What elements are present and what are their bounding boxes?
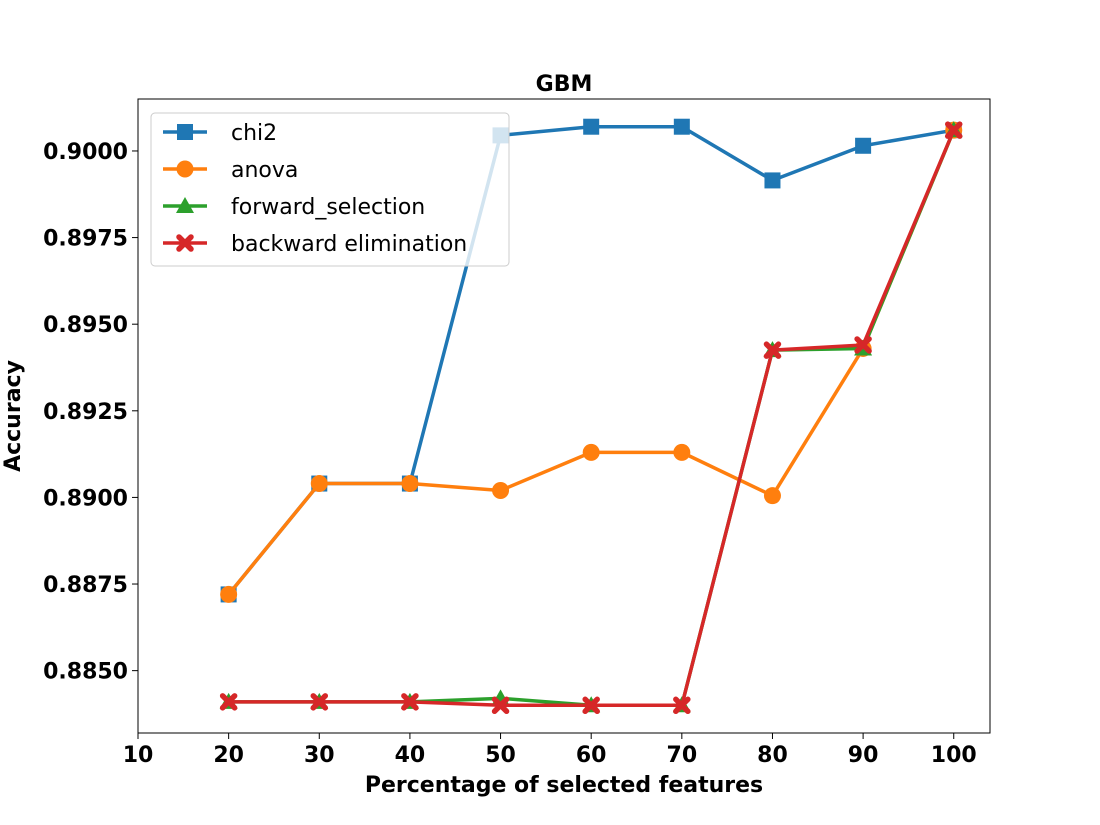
y-tick-label: 0.8925: [43, 400, 128, 425]
data-point: [763, 341, 782, 359]
y-axis: 0.8850 0.8875 0.8900 0.8925 0.8950 0.8975 0.90…: [43, 140, 138, 685]
legend-label: anova: [231, 158, 298, 183]
data-point: [310, 693, 329, 711]
data-point: [673, 118, 690, 135]
data-point: [855, 137, 872, 154]
plot-frame: [137, 98, 991, 734]
legend-box: [150, 112, 510, 267]
data-point: [492, 481, 510, 499]
data-point: [219, 693, 238, 711]
legend-item: forward_selection: [163, 195, 425, 220]
data-point: [764, 172, 781, 189]
y-tick-label: 0.8900: [43, 486, 128, 511]
legend-marker: [177, 124, 193, 140]
data-point: [854, 336, 872, 354]
legend-marker: [176, 160, 194, 178]
x-axis-title: Percentage of selected features: [365, 773, 763, 798]
x-tick-label: 80: [757, 743, 788, 768]
chart-title: GBM: [536, 72, 593, 97]
y-tick-label: 0.8850: [43, 660, 128, 685]
x-tick-label: 20: [213, 743, 244, 768]
data-point: [582, 443, 600, 461]
x-tick-label: 10: [123, 743, 154, 768]
data-point: [582, 696, 600, 715]
legend-label: forward_selection: [231, 195, 425, 220]
x-tick-label: 100: [931, 743, 977, 768]
x-tick-label: 90: [848, 743, 879, 768]
legend-label: chi2: [231, 121, 277, 146]
x-tick-label: 60: [576, 743, 607, 768]
x-tick-label: 30: [304, 743, 335, 768]
data-point: [944, 121, 963, 139]
y-axis-title: Accuracy: [1, 360, 26, 472]
y-tick-label: 0.8975: [43, 227, 128, 252]
x-tick-label: 70: [667, 743, 698, 768]
data-point: [401, 475, 419, 493]
legend-item: backward elimination: [163, 232, 467, 257]
x-axis: 10 20 30 40 50 60 70 80 90 100: [123, 733, 977, 768]
data-point: [763, 487, 781, 505]
data-point: [673, 696, 691, 715]
data-point: [220, 585, 238, 603]
y-tick-label: 0.8950: [43, 313, 128, 338]
x-tick-label: 50: [485, 743, 516, 768]
legend-label: backward elimination: [231, 232, 467, 257]
legend-marker: [176, 197, 194, 213]
y-tick-label: 0.9000: [43, 140, 128, 165]
data-point: [673, 443, 691, 461]
data-point: [583, 118, 600, 135]
series-backward-elimination: [219, 121, 963, 715]
data-point: [491, 696, 510, 715]
data-point: [310, 475, 328, 493]
data-point: [401, 693, 419, 711]
plot-series: [219, 118, 963, 715]
legend: chi2 anova forward_selection backward elimi…: [150, 112, 510, 267]
x-tick-label: 40: [395, 743, 426, 768]
y-tick-label: 0.8875: [43, 573, 128, 598]
legend-marker: [176, 234, 194, 252]
legend-item: chi2: [163, 121, 277, 146]
legend-item: anova: [163, 158, 298, 183]
